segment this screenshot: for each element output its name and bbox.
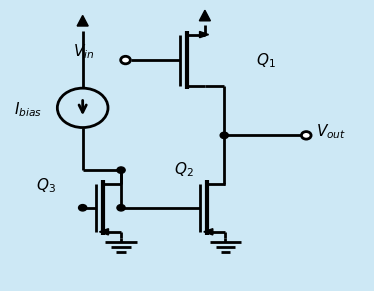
Text: $Q_3$: $Q_3$ (36, 177, 56, 195)
Circle shape (117, 167, 125, 173)
Text: $Q_2$: $Q_2$ (174, 161, 194, 180)
Text: $V_{out}$: $V_{out}$ (316, 122, 346, 141)
Text: $I_{bias}$: $I_{bias}$ (14, 100, 42, 119)
Text: $Q_1$: $Q_1$ (256, 51, 276, 70)
Text: $V_{in}$: $V_{in}$ (73, 42, 95, 61)
Circle shape (220, 132, 229, 139)
Circle shape (301, 132, 311, 139)
Circle shape (121, 56, 131, 64)
Polygon shape (199, 10, 211, 21)
Circle shape (79, 205, 87, 211)
Polygon shape (204, 229, 213, 235)
Circle shape (117, 205, 125, 211)
Polygon shape (77, 15, 88, 26)
Polygon shape (200, 31, 209, 38)
Polygon shape (99, 229, 108, 235)
